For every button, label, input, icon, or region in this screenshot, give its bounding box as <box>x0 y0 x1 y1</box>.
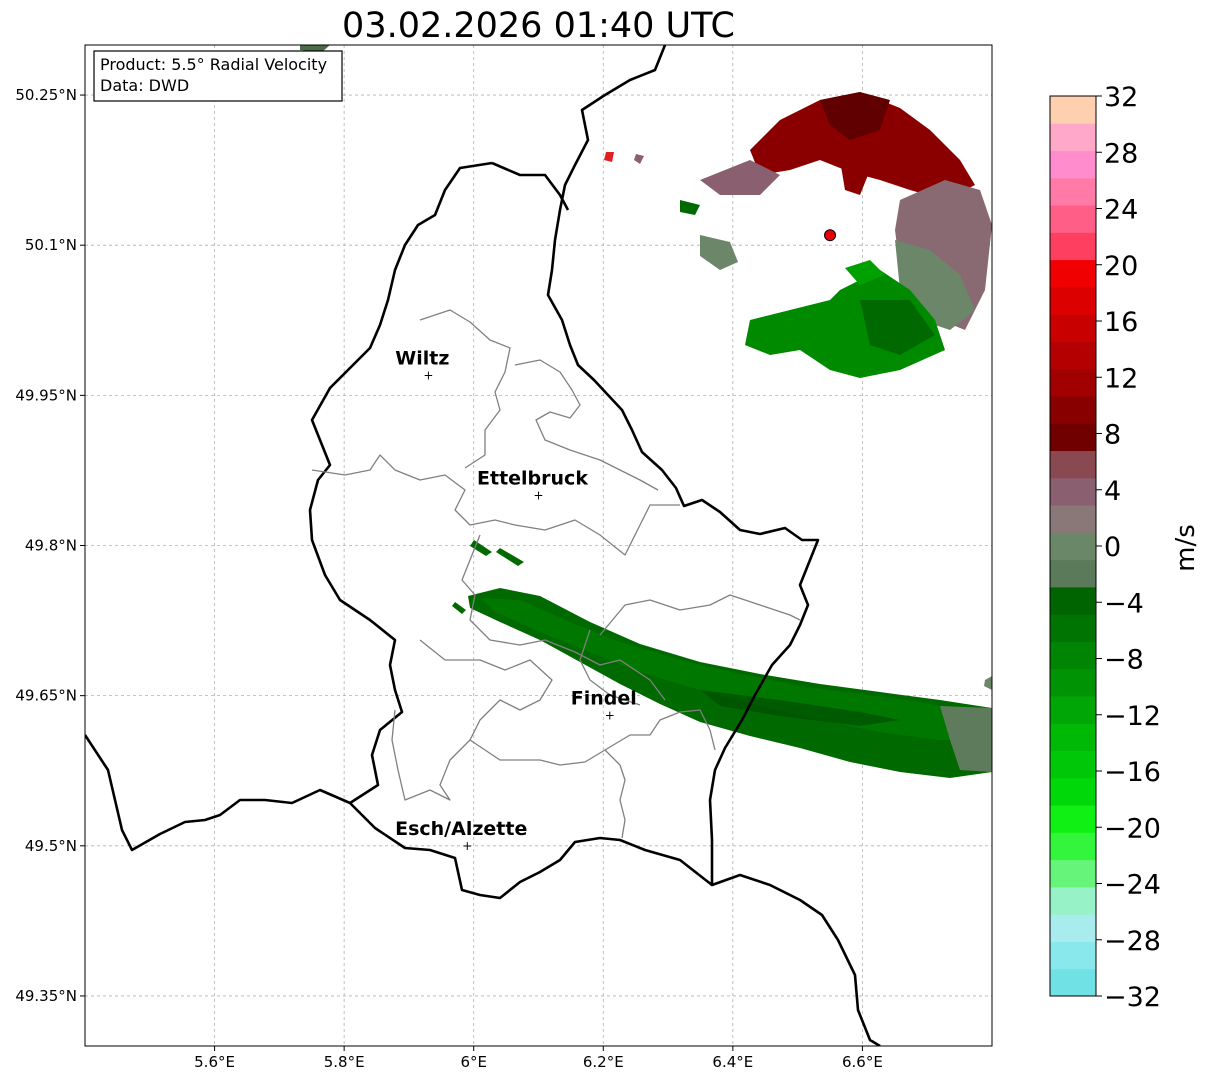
city-label: Findel <box>571 688 637 710</box>
velocity-band-south <box>452 540 992 778</box>
colorbar-segment <box>1050 805 1096 833</box>
colorbar-segment <box>1050 696 1096 724</box>
colorbar-segment <box>1050 232 1096 261</box>
city-marker-icon: + <box>605 709 615 723</box>
lat-tick-label: 49.35°N <box>15 987 77 1005</box>
lon-tick-label: 5.6°E <box>194 1053 235 1071</box>
city-marker-icon: + <box>462 839 472 853</box>
colorbar-segment <box>1050 123 1096 152</box>
colorbar-segment <box>1050 96 1096 124</box>
lat-tick-label: 49.95°N <box>15 386 77 404</box>
colorbar-segment <box>1050 641 1096 670</box>
colorbar-tick-label: −4 <box>1104 588 1144 619</box>
lon-tick-label: 6.6°E <box>842 1053 883 1071</box>
info-data-source: Data: DWD <box>100 76 189 95</box>
city-label: Ettelbruck <box>477 467 588 489</box>
colorbar-segment <box>1050 341 1096 370</box>
colorbar-segment <box>1050 614 1096 642</box>
velocity-colorbar: −32 −28 −24 −20 −16 −12 −8 −4 0 4 8 12 16 20 24 28 32 <box>1049 82 1161 1013</box>
colorbar-segment <box>1050 968 1096 997</box>
colorbar-segment <box>1050 505 1096 533</box>
radar-site-marker <box>824 229 837 242</box>
info-product: Product: 5.5° Radial Velocity <box>100 55 327 74</box>
colorbar-segment <box>1050 941 1096 970</box>
colorbar-segment <box>1050 314 1096 342</box>
lon-tick-label: 6.2°E <box>583 1053 624 1071</box>
colorbar-tick-label: −8 <box>1104 645 1144 676</box>
lat-tick-label: 49.65°N <box>15 687 77 705</box>
colorbar-tick-label: 8 <box>1104 420 1121 451</box>
city-marker-icon: + <box>533 488 543 502</box>
colorbar-tick-label: 20 <box>1104 251 1138 282</box>
city-label: Esch/Alzette <box>395 818 527 840</box>
lon-tick-label: 6.4°E <box>712 1053 753 1071</box>
colorbar-label: m/s <box>1171 524 1201 572</box>
colorbar-segment <box>1050 477 1096 506</box>
radar-site-icon <box>824 229 837 242</box>
colorbar-tick-label: −28 <box>1104 926 1161 957</box>
colorbar-segment <box>1050 859 1096 888</box>
colorbar-segment <box>1050 832 1096 861</box>
lat-tick-label: 50.25°N <box>15 86 77 104</box>
colorbar-segment <box>1050 396 1096 424</box>
colorbar-segment <box>1050 450 1096 479</box>
colorbar-segment <box>1050 559 1096 588</box>
colorbar-tick-label: 12 <box>1104 363 1138 394</box>
axis-ticks: 5.6°E 5.8°E 6°E 6.2°E 6.4°E 6.6°E 49.35°N 49.5°… <box>15 86 883 1071</box>
national-borders <box>85 45 881 1046</box>
colorbar-segment <box>1050 750 1096 779</box>
colorbar-tick-label: 0 <box>1104 532 1121 563</box>
colorbar-tick-label: −12 <box>1104 701 1161 732</box>
colorbar-tick-label: 28 <box>1104 138 1138 169</box>
city-label: Wiltz <box>395 347 449 369</box>
colorbar-segment <box>1050 586 1096 615</box>
colorbar-segment <box>1050 286 1096 315</box>
map-title: 03.02.2026 01:40 UTC <box>342 6 735 46</box>
lon-tick-label: 5.8°E <box>324 1053 365 1071</box>
colorbar-tick-label: 32 <box>1104 82 1138 113</box>
colorbar-tick-label: −32 <box>1104 982 1161 1013</box>
colorbar-segment <box>1050 423 1096 452</box>
colorbar-tick-label: −16 <box>1104 757 1161 788</box>
colorbar-segment <box>1050 259 1096 288</box>
colorbar-segment <box>1050 368 1096 397</box>
colorbar-tick-label: 16 <box>1104 307 1138 338</box>
colorbar-segment <box>1050 150 1096 179</box>
colorbar-segment <box>1050 532 1096 561</box>
lat-tick-label: 49.8°N <box>25 537 77 555</box>
velocity-ring-north <box>300 45 992 690</box>
colorbar-segment <box>1050 723 1096 752</box>
colorbar-segment <box>1050 205 1096 233</box>
lon-tick-label: 6°E <box>460 1053 487 1071</box>
info-box: Product: 5.5° Radial Velocity Data: DWD <box>93 50 343 102</box>
colorbar-tick-label: 4 <box>1104 476 1121 507</box>
city-marker-icon: + <box>423 368 433 382</box>
colorbar-tick-label: 24 <box>1104 195 1138 226</box>
lat-tick-label: 50.1°N <box>25 236 77 254</box>
city-markers: +Wiltz+Ettelbruck+Findel+Esch/Alzette <box>395 347 637 852</box>
colorbar-tick-label: −24 <box>1104 870 1161 901</box>
colorbar-segment <box>1050 177 1096 206</box>
lat-tick-label: 49.5°N <box>25 837 77 855</box>
colorbar-tick-label: −20 <box>1104 813 1161 844</box>
canton-boundaries <box>311 309 801 839</box>
colorbar-segment <box>1050 886 1096 915</box>
colorbar-segment <box>1050 914 1096 942</box>
colorbar-segment <box>1050 668 1096 697</box>
colorbar-segment <box>1050 777 1096 806</box>
